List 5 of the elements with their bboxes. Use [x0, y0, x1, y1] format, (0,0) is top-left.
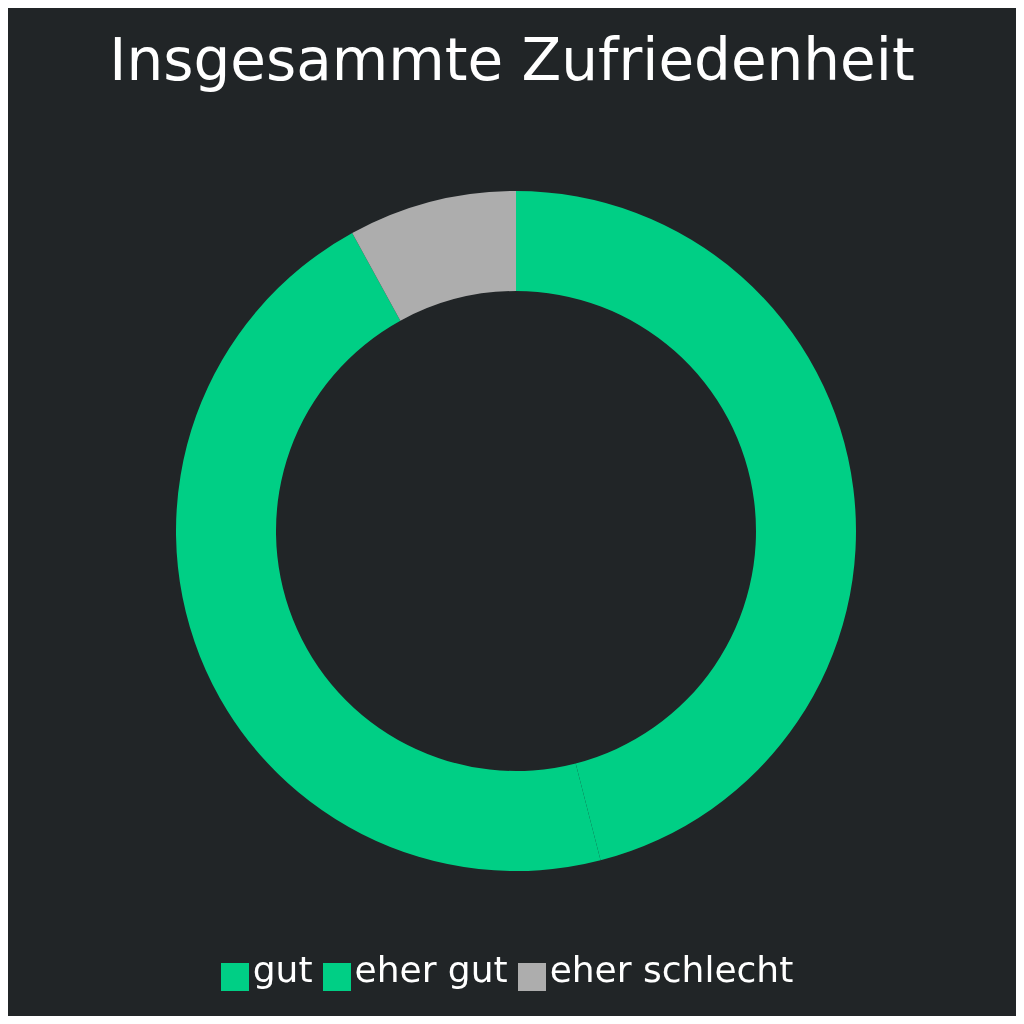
legend-label: eher schlecht	[549, 948, 794, 990]
chart-title: Insgesammte Zufriedenheit	[108, 25, 916, 96]
legend-label: gut	[252, 948, 313, 990]
legend-label: eher gut	[354, 948, 508, 990]
donut-slice	[352, 191, 516, 321]
